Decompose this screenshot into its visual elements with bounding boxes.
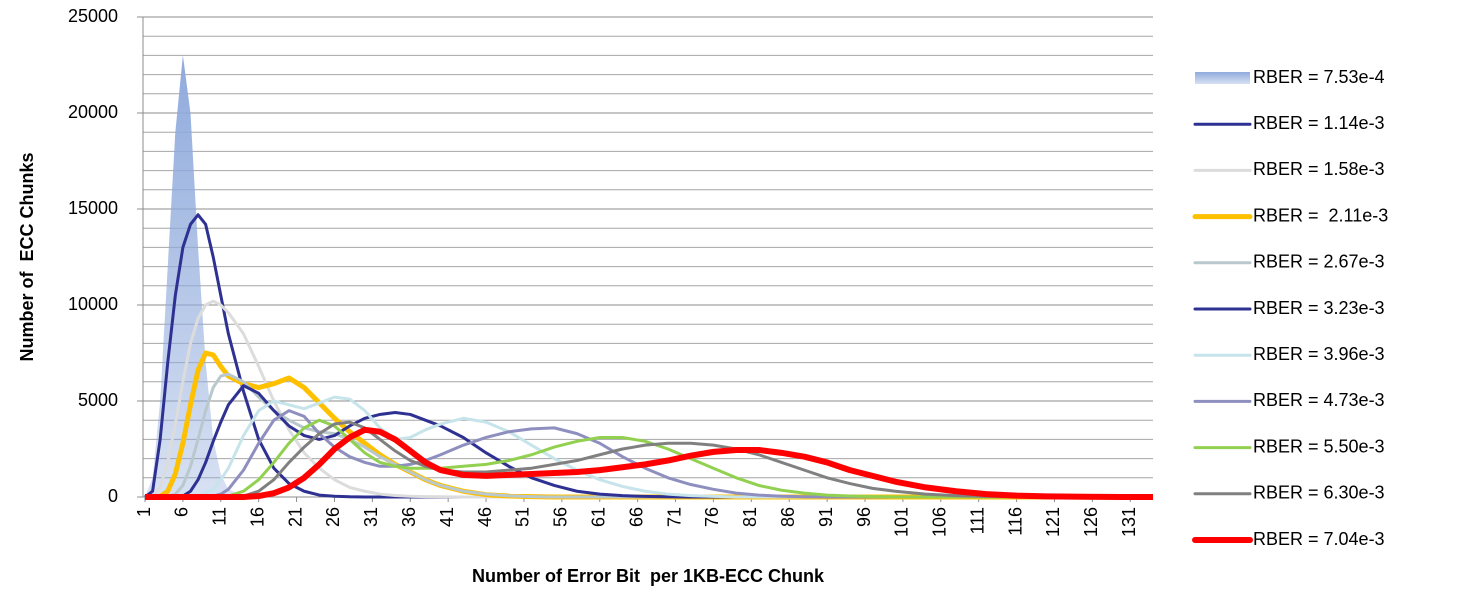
y-tick-label: 0 (108, 486, 118, 506)
y-tick-label: 15000 (68, 198, 118, 218)
line (144, 299, 1153, 499)
legend-label: RBER = 3.96e-3 (1253, 344, 1385, 364)
x-tick-label: 66 (626, 507, 646, 527)
x-tick-label: 111 (967, 507, 987, 534)
x-tick-label: 86 (778, 507, 798, 527)
x-tick-label: 131 (1119, 507, 1139, 537)
legend-label: RBER = 7.04e-3 (1253, 529, 1385, 549)
legend-swatch (1195, 72, 1250, 84)
x-tick-label: 121 (1043, 507, 1063, 537)
x-tick-label: 16 (247, 507, 267, 527)
legend-label: RBER = 1.58e-3 (1253, 159, 1385, 179)
x-tick-label: 116 (1005, 507, 1025, 536)
legend-label: RBER = 3.23e-3 (1253, 298, 1385, 318)
x-tick-label: 126 (1081, 507, 1101, 537)
legend-label: RBER = 2.67e-3 (1253, 252, 1385, 272)
legend-label: RBER = 4.73e-3 (1253, 390, 1385, 410)
x-tick-label: 51 (513, 507, 533, 527)
x-tick-label: 46 (475, 507, 495, 527)
legend-label: RBER = 7.53e-4 (1253, 67, 1385, 87)
line (145, 426, 1153, 500)
x-tick-label: 91 (816, 507, 836, 527)
y-tick-label: 25000 (68, 6, 118, 26)
x-tick-label: 101 (892, 507, 912, 537)
x-tick-label: 61 (588, 507, 608, 527)
x-tick-label: 36 (399, 507, 419, 527)
x-tick-label: 76 (702, 507, 722, 527)
x-tick-label: 1 (134, 507, 154, 517)
legend-label: RBER = 6.30e-3 (1253, 483, 1385, 503)
y-tick-label: 20000 (68, 102, 118, 122)
x-tick-label: 81 (740, 507, 760, 527)
y-tick-label: 10000 (68, 294, 118, 314)
x-tick-label: 21 (285, 507, 305, 527)
x-tick-label: 41 (437, 507, 457, 527)
x-tick-label: 6 (172, 507, 192, 517)
y-tick-label: 5000 (78, 390, 118, 410)
x-tick-label: 26 (323, 507, 343, 527)
legend-label: RBER = 5.50e-3 (1253, 436, 1385, 456)
x-tick-label: 106 (930, 507, 950, 537)
y-axis-title: Number of ECC Chunks (17, 152, 37, 361)
x-tick-label: 96 (854, 507, 874, 527)
x-tick-label: 56 (551, 507, 571, 527)
legend-label: RBER = 2.11e-3 (1253, 205, 1388, 225)
x-tick-label: 31 (361, 507, 381, 527)
x-axis-title: Number of Error Bit per 1KB-ECC Chunk (472, 566, 825, 586)
x-tick-label: 11 (210, 507, 230, 526)
legend-label: RBER = 1.14e-3 (1253, 113, 1385, 133)
x-tick-label: 71 (664, 507, 684, 527)
